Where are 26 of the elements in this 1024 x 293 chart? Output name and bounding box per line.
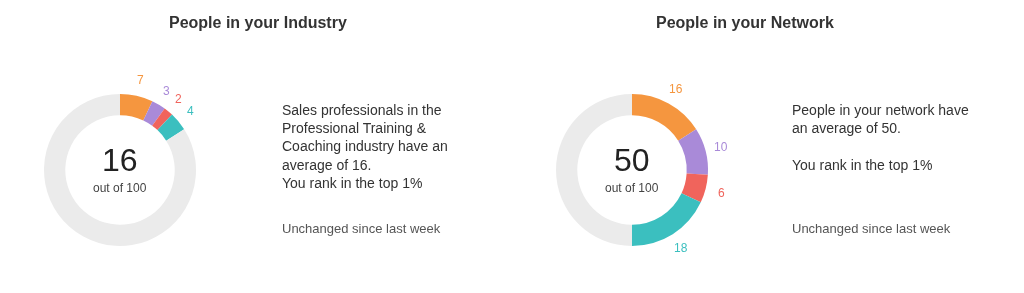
text: out of 100	[93, 181, 147, 195]
donut-slice	[143, 101, 165, 126]
donut-slice	[678, 129, 708, 175]
donut-slice	[681, 173, 708, 203]
donut-slice	[157, 114, 185, 141]
data-label: 10	[714, 140, 728, 154]
text: People in your Industry	[169, 14, 347, 31]
text: Unchanged since last week	[282, 221, 441, 236]
data-label: 18	[674, 241, 688, 255]
donut-slice	[44, 94, 196, 246]
chart-title: People in your Network	[656, 14, 834, 31]
text: 50	[614, 142, 650, 178]
data-label: 16	[669, 82, 683, 96]
data-label: 2	[175, 92, 182, 106]
donut-slice	[632, 94, 697, 141]
data-label: 6	[718, 186, 725, 200]
donut-slice	[120, 94, 153, 121]
text: Unchanged since last week	[792, 221, 951, 236]
data-label: 7	[137, 73, 144, 87]
text: out of 100	[605, 181, 659, 195]
data-label: 4	[187, 104, 194, 118]
data-label: 3	[163, 84, 170, 98]
donut-slice	[152, 108, 173, 131]
text: Sales professionals in the Professional Training & Coaching industry have an average of 16. You rank in the top 1%	[282, 102, 448, 191]
text: 16	[102, 142, 138, 178]
text: People in your network have an average of 50. You rank in the top 1%	[792, 102, 969, 173]
